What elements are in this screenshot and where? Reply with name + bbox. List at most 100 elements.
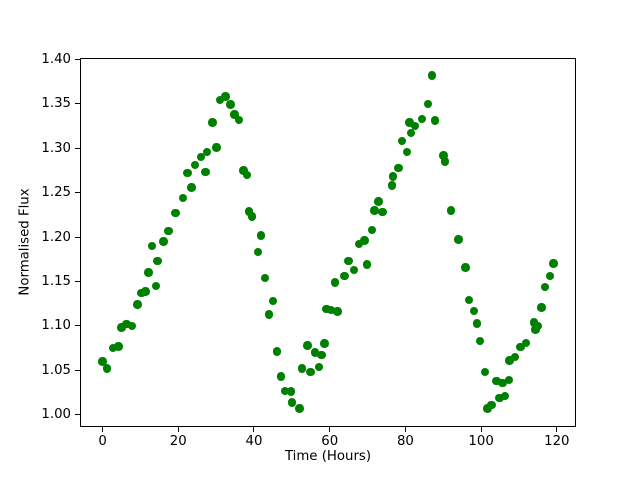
data-point [549,259,558,268]
data-point [378,207,387,217]
data-point [320,339,329,348]
data-point [178,193,188,203]
x-tick-label: 100 [468,434,494,450]
data-point [317,350,326,360]
data-point [344,256,353,266]
data-point [183,168,192,178]
data-point [472,319,482,328]
y-tick-mark [75,280,80,282]
x-tick-mark [329,427,331,433]
data-point [253,247,263,257]
data-point [276,372,286,381]
data-point [190,160,200,170]
x-tick-label: 60 [321,434,339,450]
y-tick-label: 1.20 [41,229,71,245]
data-point [500,391,510,401]
x-tick-label: 0 [98,434,107,450]
data-point [164,226,173,236]
data-point [159,237,168,246]
data-point [202,147,212,157]
x-tick-label: 80 [396,434,414,450]
data-point [487,400,496,410]
data-point [268,296,278,306]
x-tick-mark [177,427,179,433]
y-tick-label: 1.30 [41,140,71,156]
data-point [410,121,420,131]
y-tick-label: 1.15 [41,273,71,289]
data-point [333,307,342,316]
x-tick-mark [102,427,104,433]
data-point [153,256,162,266]
data-point [187,183,196,192]
y-tick-mark [75,236,80,238]
data-point [540,282,550,292]
data-point [405,118,414,127]
data-point [427,71,437,80]
data-point [326,305,336,315]
data-point [430,116,440,125]
data-point [247,212,257,221]
data-point [446,206,456,215]
data-point [234,115,244,125]
data-point [127,321,137,331]
data-point [310,348,320,357]
data-point [461,263,470,272]
data-point [505,356,514,365]
data-point [495,393,504,403]
data-point [469,306,479,316]
data-point [475,336,485,346]
data-point [367,225,377,235]
data-point [354,239,364,249]
y-tick-mark [75,58,80,60]
data-point [454,235,463,244]
data-point [516,342,525,352]
data-point [147,241,157,251]
data-point [272,347,282,356]
data-point [537,303,546,312]
data-point [480,367,490,377]
data-point [108,343,118,353]
data-point [440,157,450,166]
y-tick-mark [75,192,80,194]
data-point [286,387,296,396]
data-point [242,170,252,180]
data-point [306,367,315,377]
data-point [239,166,248,175]
data-point [545,271,555,281]
y-tick-label: 1.00 [41,407,71,423]
data-point [340,271,349,281]
data-point [374,197,383,206]
y-tick-mark [75,369,80,371]
data-point [402,147,412,157]
y-tick-mark [75,414,80,416]
data-point [287,398,297,407]
data-point [212,143,221,152]
data-point [303,341,312,350]
data-point [208,118,217,127]
data-point [360,236,369,245]
data-point [144,268,153,277]
data-point [388,172,398,181]
y-tick-label: 1.25 [41,185,71,201]
x-tick-mark [404,427,406,433]
x-tick-mark [556,427,558,433]
data-point [295,404,304,413]
data-point [256,231,266,240]
data-point [114,342,123,351]
x-tick-mark [253,427,255,433]
data-point [394,163,403,173]
x-tick-label: 120 [544,434,570,450]
data-point [464,295,474,305]
data-point [133,300,142,309]
x-tick-label: 20 [169,434,187,450]
data-point [406,128,416,138]
data-point [417,114,427,124]
data-point [264,310,274,319]
y-tick-mark [75,103,80,105]
y-tick-label: 1.35 [41,96,71,112]
y-tick-mark [75,325,80,327]
data-point [492,376,501,386]
data-point [423,99,432,109]
x-axis-label: Time (Hours) [284,449,372,464]
